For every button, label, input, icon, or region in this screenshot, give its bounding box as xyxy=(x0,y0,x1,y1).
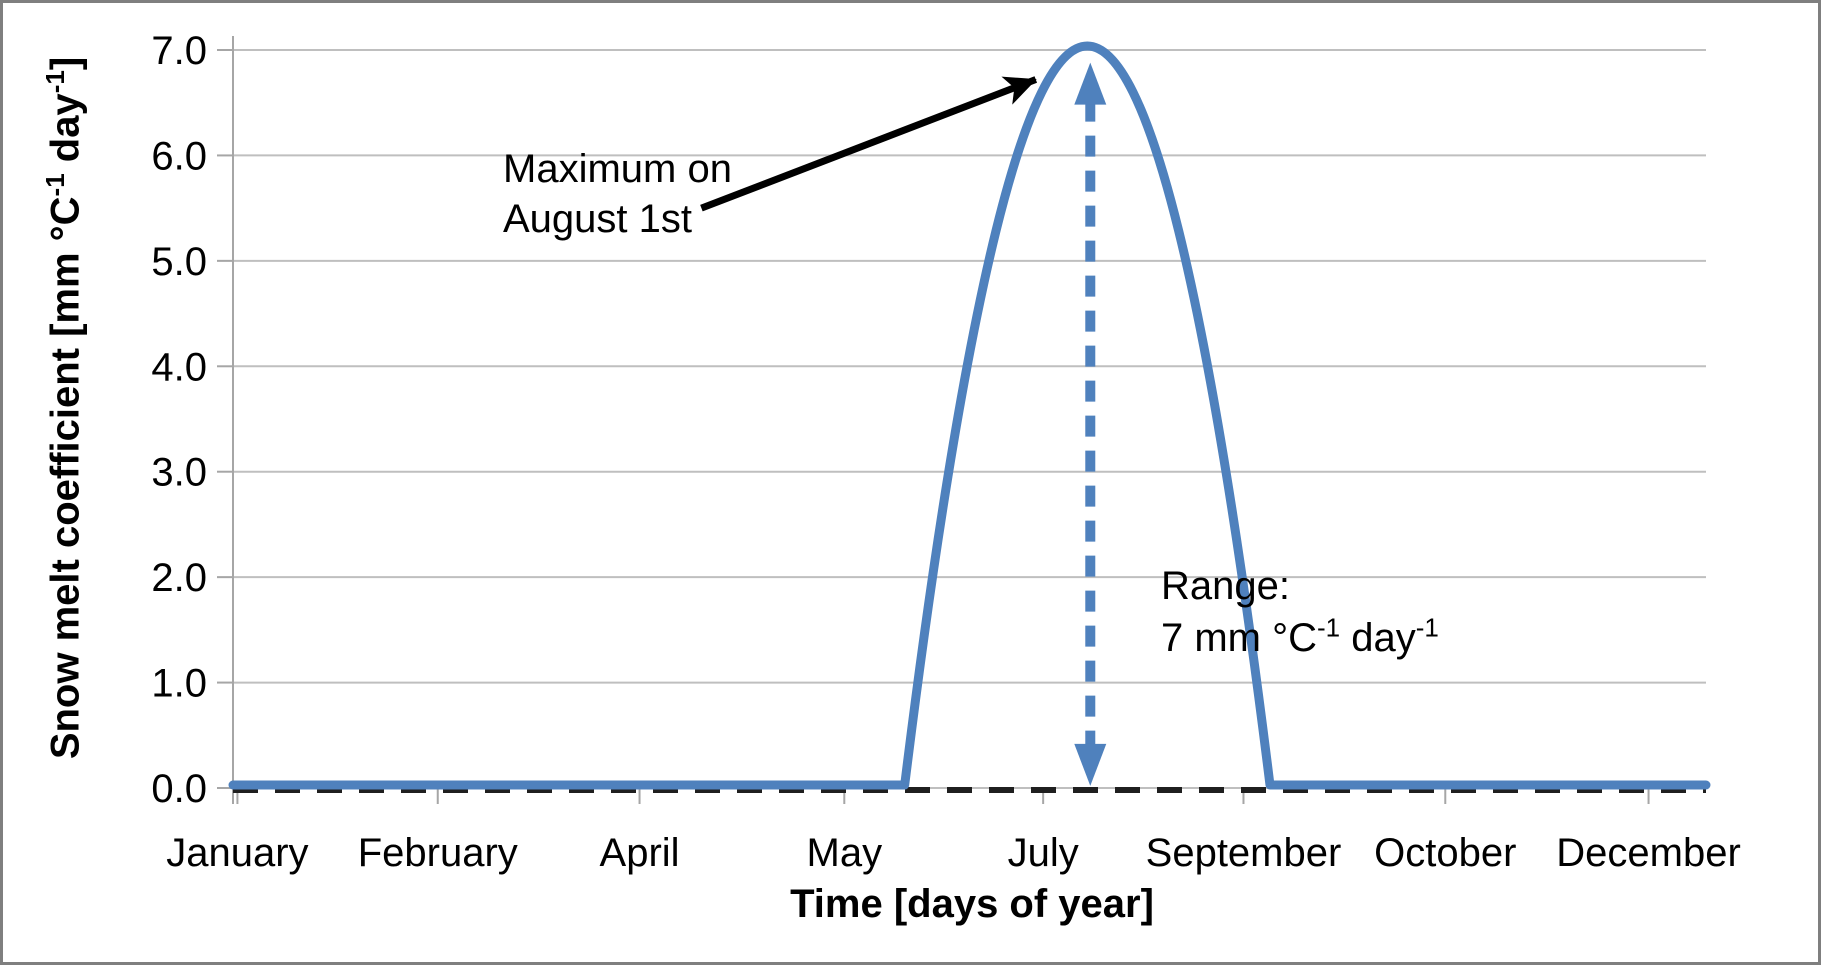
range-arrowhead-down-icon xyxy=(1074,743,1107,786)
x-tick-label: December xyxy=(1556,831,1741,875)
x-tick-label: April xyxy=(600,831,680,875)
y-tick-label: 6.0 xyxy=(151,134,207,178)
x-tick-label: February xyxy=(358,831,518,875)
x-tick-label: January xyxy=(166,831,308,875)
x-tick-label: July xyxy=(1008,831,1079,875)
y-tick-label: 7.0 xyxy=(151,29,207,73)
series-group xyxy=(228,41,1711,793)
axes-group: 0.0 1.0 2.0 3.0 4.0 5.0 6.0 7.0 January February A… xyxy=(151,29,1740,875)
y-tick-label: 4.0 xyxy=(151,345,207,389)
x-tick-label: October xyxy=(1374,831,1516,875)
annotation-arrows-group xyxy=(700,62,1107,786)
y-tick-label: 3.0 xyxy=(151,451,207,495)
annotation-maximum-line2: August 1st xyxy=(503,197,693,241)
range-arrowhead-up-icon xyxy=(1074,62,1107,105)
maximum-callout-arrow xyxy=(700,76,1038,212)
annotation-maximum-line1: Maximum on xyxy=(503,147,732,191)
y-axis-title: Snow melt coefficient [mm °C-1 day-1] xyxy=(40,56,88,760)
y-tick-label: 2.0 xyxy=(151,556,207,600)
annotation-range: Range: 7 mm °C-1 day-1 xyxy=(1161,560,1439,664)
snow-melt-curve xyxy=(228,41,1711,790)
annotation-range-line1: Range: xyxy=(1161,564,1290,608)
y-tick-label: 1.0 xyxy=(151,662,207,706)
x-axis-title: Time [days of year] xyxy=(790,882,1154,926)
gridlines-group xyxy=(233,49,1706,789)
x-tick-label: September xyxy=(1146,831,1342,875)
y-tick-label: 0.0 xyxy=(151,767,207,811)
x-tick-label: May xyxy=(807,831,883,875)
annotation-range-line2: 7 mm °C-1 day-1 xyxy=(1161,612,1439,660)
annotation-maximum: Maximum on August 1st xyxy=(503,144,732,244)
y-tick-label: 5.0 xyxy=(151,240,207,284)
